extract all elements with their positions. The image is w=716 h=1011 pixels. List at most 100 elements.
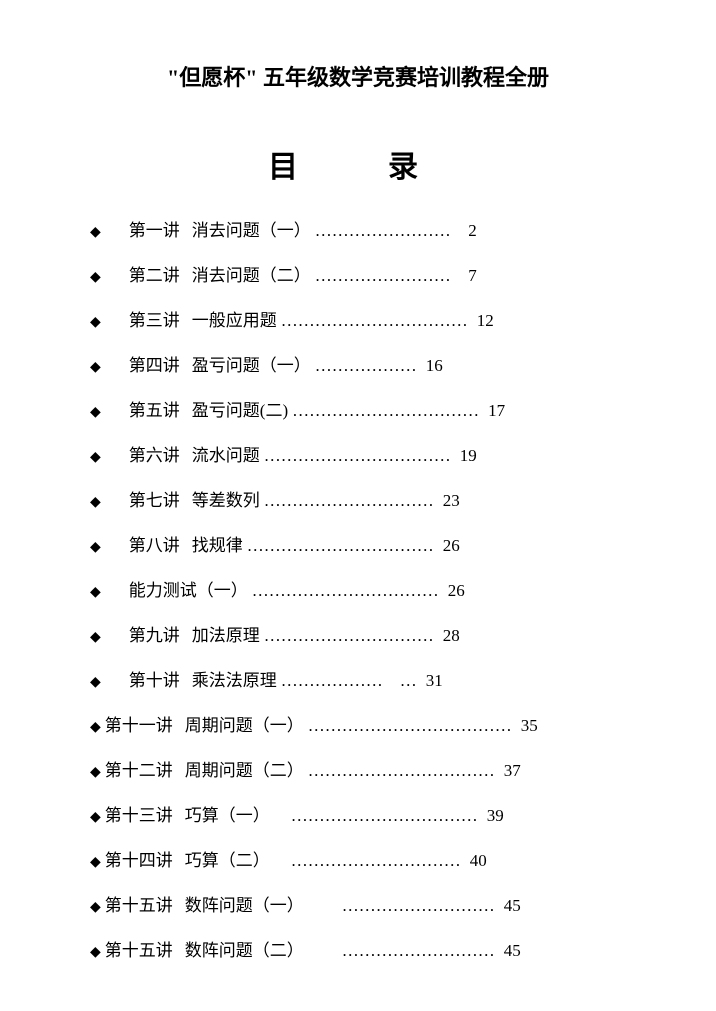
toc-chapter: 第二讲: [129, 261, 180, 286]
toc-row: ◆第十四讲巧算（二） …………………………40: [90, 846, 626, 871]
toc-row: ◆ 第一讲消去问题（一）……………………2: [90, 216, 626, 241]
toc-heading: 目 录: [80, 142, 636, 186]
toc-topic: 消去问题（一）: [192, 216, 311, 241]
toc-page-number: 26: [438, 536, 460, 556]
toc-topic: 乘法法原理: [192, 666, 277, 691]
bullet-icon: ◆: [90, 314, 101, 331]
toc-page-number: 31: [421, 671, 443, 691]
toc-topic: 找规律: [192, 531, 243, 556]
toc-row: ◆ 第十讲乘法法原理……………… …31: [90, 666, 626, 691]
toc-topic: 数阵问题（一）: [185, 891, 304, 916]
bullet-icon: ◆: [90, 629, 101, 646]
toc-chapter: 第十五讲: [105, 891, 173, 916]
toc-topic: 巧算（二）: [185, 846, 270, 871]
bullet-icon: ◆: [90, 494, 101, 511]
toc-chapter: 第十五讲: [105, 936, 173, 961]
toc-page-number: 12: [472, 311, 494, 331]
bullet-icon: ◆: [90, 359, 101, 376]
toc-page-number: 28: [438, 626, 460, 646]
toc-chapter: 第七讲: [129, 486, 180, 511]
toc-page-number: 23: [438, 491, 460, 511]
bullet-icon: ◆: [90, 584, 101, 601]
toc-row: ◆ 第四讲盈亏问题（一）………………16: [90, 351, 626, 376]
toc-topic: 等差数列: [192, 486, 260, 511]
toc-topic: 盈亏问题（一）: [192, 351, 311, 376]
toc-topic: 数阵问题（二）: [185, 936, 304, 961]
bullet-icon: ◆: [90, 674, 101, 691]
toc-chapter: 第十四讲: [105, 846, 173, 871]
bullet-icon: ◆: [90, 539, 101, 556]
toc-page-number: 17: [483, 401, 505, 421]
document-title: "但愿杯" 五年级数学竞赛培训教程全册: [80, 60, 636, 92]
toc-topic: 巧算（一）: [185, 801, 270, 826]
toc-row: ◆ 能力测试（一）……………………………26: [90, 576, 626, 601]
toc-leader-dots: ……………………: [315, 266, 451, 286]
toc-leader-dots: …………………………: [264, 626, 434, 646]
toc-leader-dots: ……………………………: [264, 446, 451, 466]
toc-leader-dots: …………………………: [274, 846, 461, 871]
toc-row: ◆第十五讲数阵问题（二） ………………………45: [90, 936, 626, 961]
toc-page-number: 26: [443, 581, 465, 601]
toc-leader-dots: ……………………………: [281, 311, 468, 331]
toc-row: ◆第十二讲周期问题（二）……………………………37: [90, 756, 626, 781]
toc-leader-dots: ………………………: [308, 891, 495, 916]
toc-chapter: 第六讲: [129, 441, 180, 466]
bullet-icon: ◆: [90, 719, 101, 736]
toc-row: ◆ 第五讲盈亏问题(二)……………………………17: [90, 396, 626, 421]
toc-page-number: 39: [482, 806, 504, 826]
toc-chapter: 第十讲: [129, 666, 180, 691]
toc-chapter: 第八讲: [129, 531, 180, 556]
bullet-icon: ◆: [90, 944, 101, 961]
toc-row: ◆ 第七讲等差数列…………………………23: [90, 486, 626, 511]
toc-row: ◆第十五讲数阵问题（一） ………………………45: [90, 891, 626, 916]
toc-topic: 流水问题: [192, 441, 260, 466]
toc-row: ◆ 第三讲一般应用题……………………………12: [90, 306, 626, 331]
toc-chapter: 第四讲: [129, 351, 180, 376]
toc-page-number: 2: [455, 221, 477, 241]
toc-topic: 加法原理: [192, 621, 260, 646]
toc-leader-dots: ……………………………: [274, 801, 478, 826]
toc-chapter: 第十三讲: [105, 801, 173, 826]
toc-page-number: 35: [516, 716, 538, 736]
toc-leader-dots: ……………………: [315, 221, 451, 241]
table-of-contents: ◆第一讲消去问题（一）……………………2◆第二讲消去问题（二）……………………7…: [80, 216, 636, 961]
toc-leader-dots: ……………… …: [281, 666, 417, 691]
bullet-icon: ◆: [90, 269, 101, 286]
toc-topic: 一般应用题: [192, 306, 277, 331]
toc-topic: 消去问题（二）: [192, 261, 311, 286]
bullet-icon: ◆: [90, 449, 101, 466]
toc-page-number: 45: [499, 941, 521, 961]
toc-chapter: 第三讲: [129, 306, 180, 331]
toc-row: ◆ 第九讲加法原理…………………………28: [90, 621, 626, 646]
toc-leader-dots: ……………………………: [292, 401, 479, 421]
toc-leader-dots: ………………: [315, 356, 417, 376]
toc-topic: 盈亏问题(二): [192, 396, 288, 421]
toc-leader-dots: …………………………: [264, 491, 434, 511]
toc-page-number: 19: [455, 446, 477, 466]
toc-leader-dots: ……………………………: [252, 581, 439, 601]
toc-row: ◆ 第八讲找规律……………………………26: [90, 531, 626, 556]
toc-topic: 周期问题（一）: [185, 711, 304, 736]
toc-leader-dots: ……………………………: [247, 536, 434, 556]
toc-row: ◆第十一讲周期问题（一）………………………………35: [90, 711, 626, 736]
toc-leader-dots: ………………………………: [308, 716, 512, 736]
toc-leader-dots: ………………………: [308, 936, 495, 961]
toc-row: ◆ 第六讲流水问题……………………………19: [90, 441, 626, 466]
toc-page-number: 40: [465, 851, 487, 871]
toc-topic: 周期问题（二）: [185, 756, 304, 781]
toc-row: ◆第十三讲巧算（一） ……………………………39: [90, 801, 626, 826]
bullet-icon: ◆: [90, 224, 101, 241]
toc-chapter: 第十二讲: [105, 756, 173, 781]
toc-chapter: 第五讲: [129, 396, 180, 421]
toc-chapter: 第一讲: [129, 216, 180, 241]
toc-chapter: 第九讲: [129, 621, 180, 646]
bullet-icon: ◆: [90, 764, 101, 781]
toc-leader-dots: ……………………………: [308, 761, 495, 781]
bullet-icon: ◆: [90, 809, 101, 826]
toc-topic: 能力测试（一）: [129, 576, 248, 601]
toc-page-number: 45: [499, 896, 521, 916]
toc-chapter: 第十一讲: [105, 711, 173, 736]
bullet-icon: ◆: [90, 899, 101, 916]
bullet-icon: ◆: [90, 404, 101, 421]
toc-page-number: 16: [421, 356, 443, 376]
